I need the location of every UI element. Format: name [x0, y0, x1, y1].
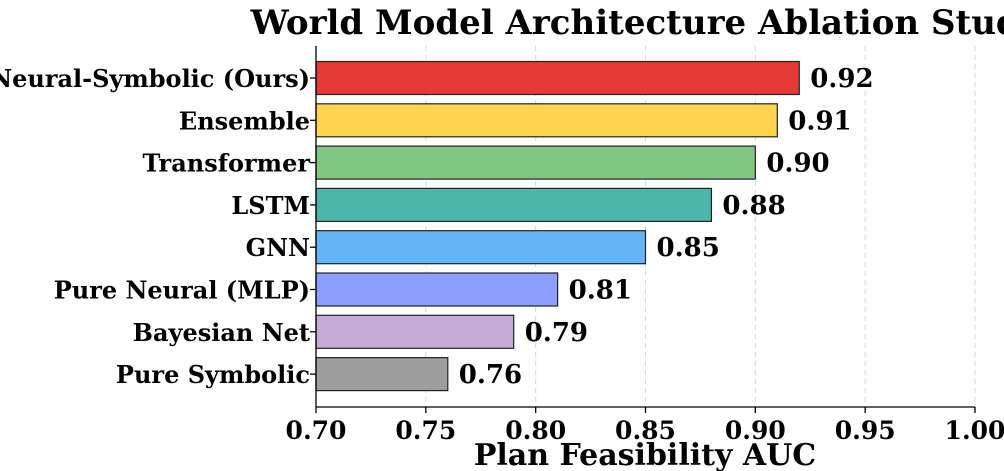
grid-lines — [425, 46, 976, 407]
x-tick-label: 0.95 — [835, 416, 896, 445]
bar — [315, 187, 712, 222]
y-tick-label: Pure Neural (MLP) — [54, 276, 310, 305]
bar — [315, 314, 515, 349]
y-tick-label: Pure Symbolic — [116, 360, 310, 389]
data-label: 0.91 — [788, 106, 851, 136]
x-tick-label: 0.85 — [615, 416, 676, 445]
bar — [315, 60, 800, 96]
bar — [315, 145, 756, 180]
data-label: 0.85 — [657, 233, 720, 263]
y-tick-label: LSTM — [231, 191, 310, 220]
data-label: 0.79 — [525, 318, 588, 348]
axes: 0.70 0.75 0.80 0.85 0.90 0.95 1.00 Neural-Symbo… — [0, 46, 1004, 445]
data-label: 0.90 — [766, 149, 829, 179]
bar — [315, 272, 559, 307]
data-label: 0.76 — [459, 360, 522, 390]
data-label: 0.81 — [569, 276, 632, 306]
data-label: 0.92 — [810, 64, 873, 94]
x-axis-label: Plan Feasibility AUC — [474, 438, 816, 471]
y-tick-label: Ensemble — [179, 106, 310, 135]
y-tick-label: GNN — [246, 233, 310, 262]
bar — [315, 230, 647, 265]
bar — [315, 103, 778, 138]
chart-title: World Model Architecture Ablation Study — [250, 3, 1004, 43]
y-tick-label: Neural-Symbolic (Ours) — [0, 64, 310, 93]
x-tick-label: 1.00 — [945, 416, 1004, 445]
y-tick-label: Bayesian Net — [133, 318, 310, 347]
x-tick-label: 0.80 — [505, 416, 566, 445]
x-tick-label: 0.70 — [286, 416, 347, 445]
x-tick-label: 0.75 — [395, 416, 456, 445]
y-tick-label: Transformer — [142, 149, 310, 178]
bar — [315, 357, 449, 392]
bars: 0.92 0.91 0.90 0.880.85 0.81 0.790.76 — [315, 60, 874, 392]
data-label: 0.88 — [722, 191, 785, 221]
x-tick-label: 0.90 — [725, 416, 786, 445]
